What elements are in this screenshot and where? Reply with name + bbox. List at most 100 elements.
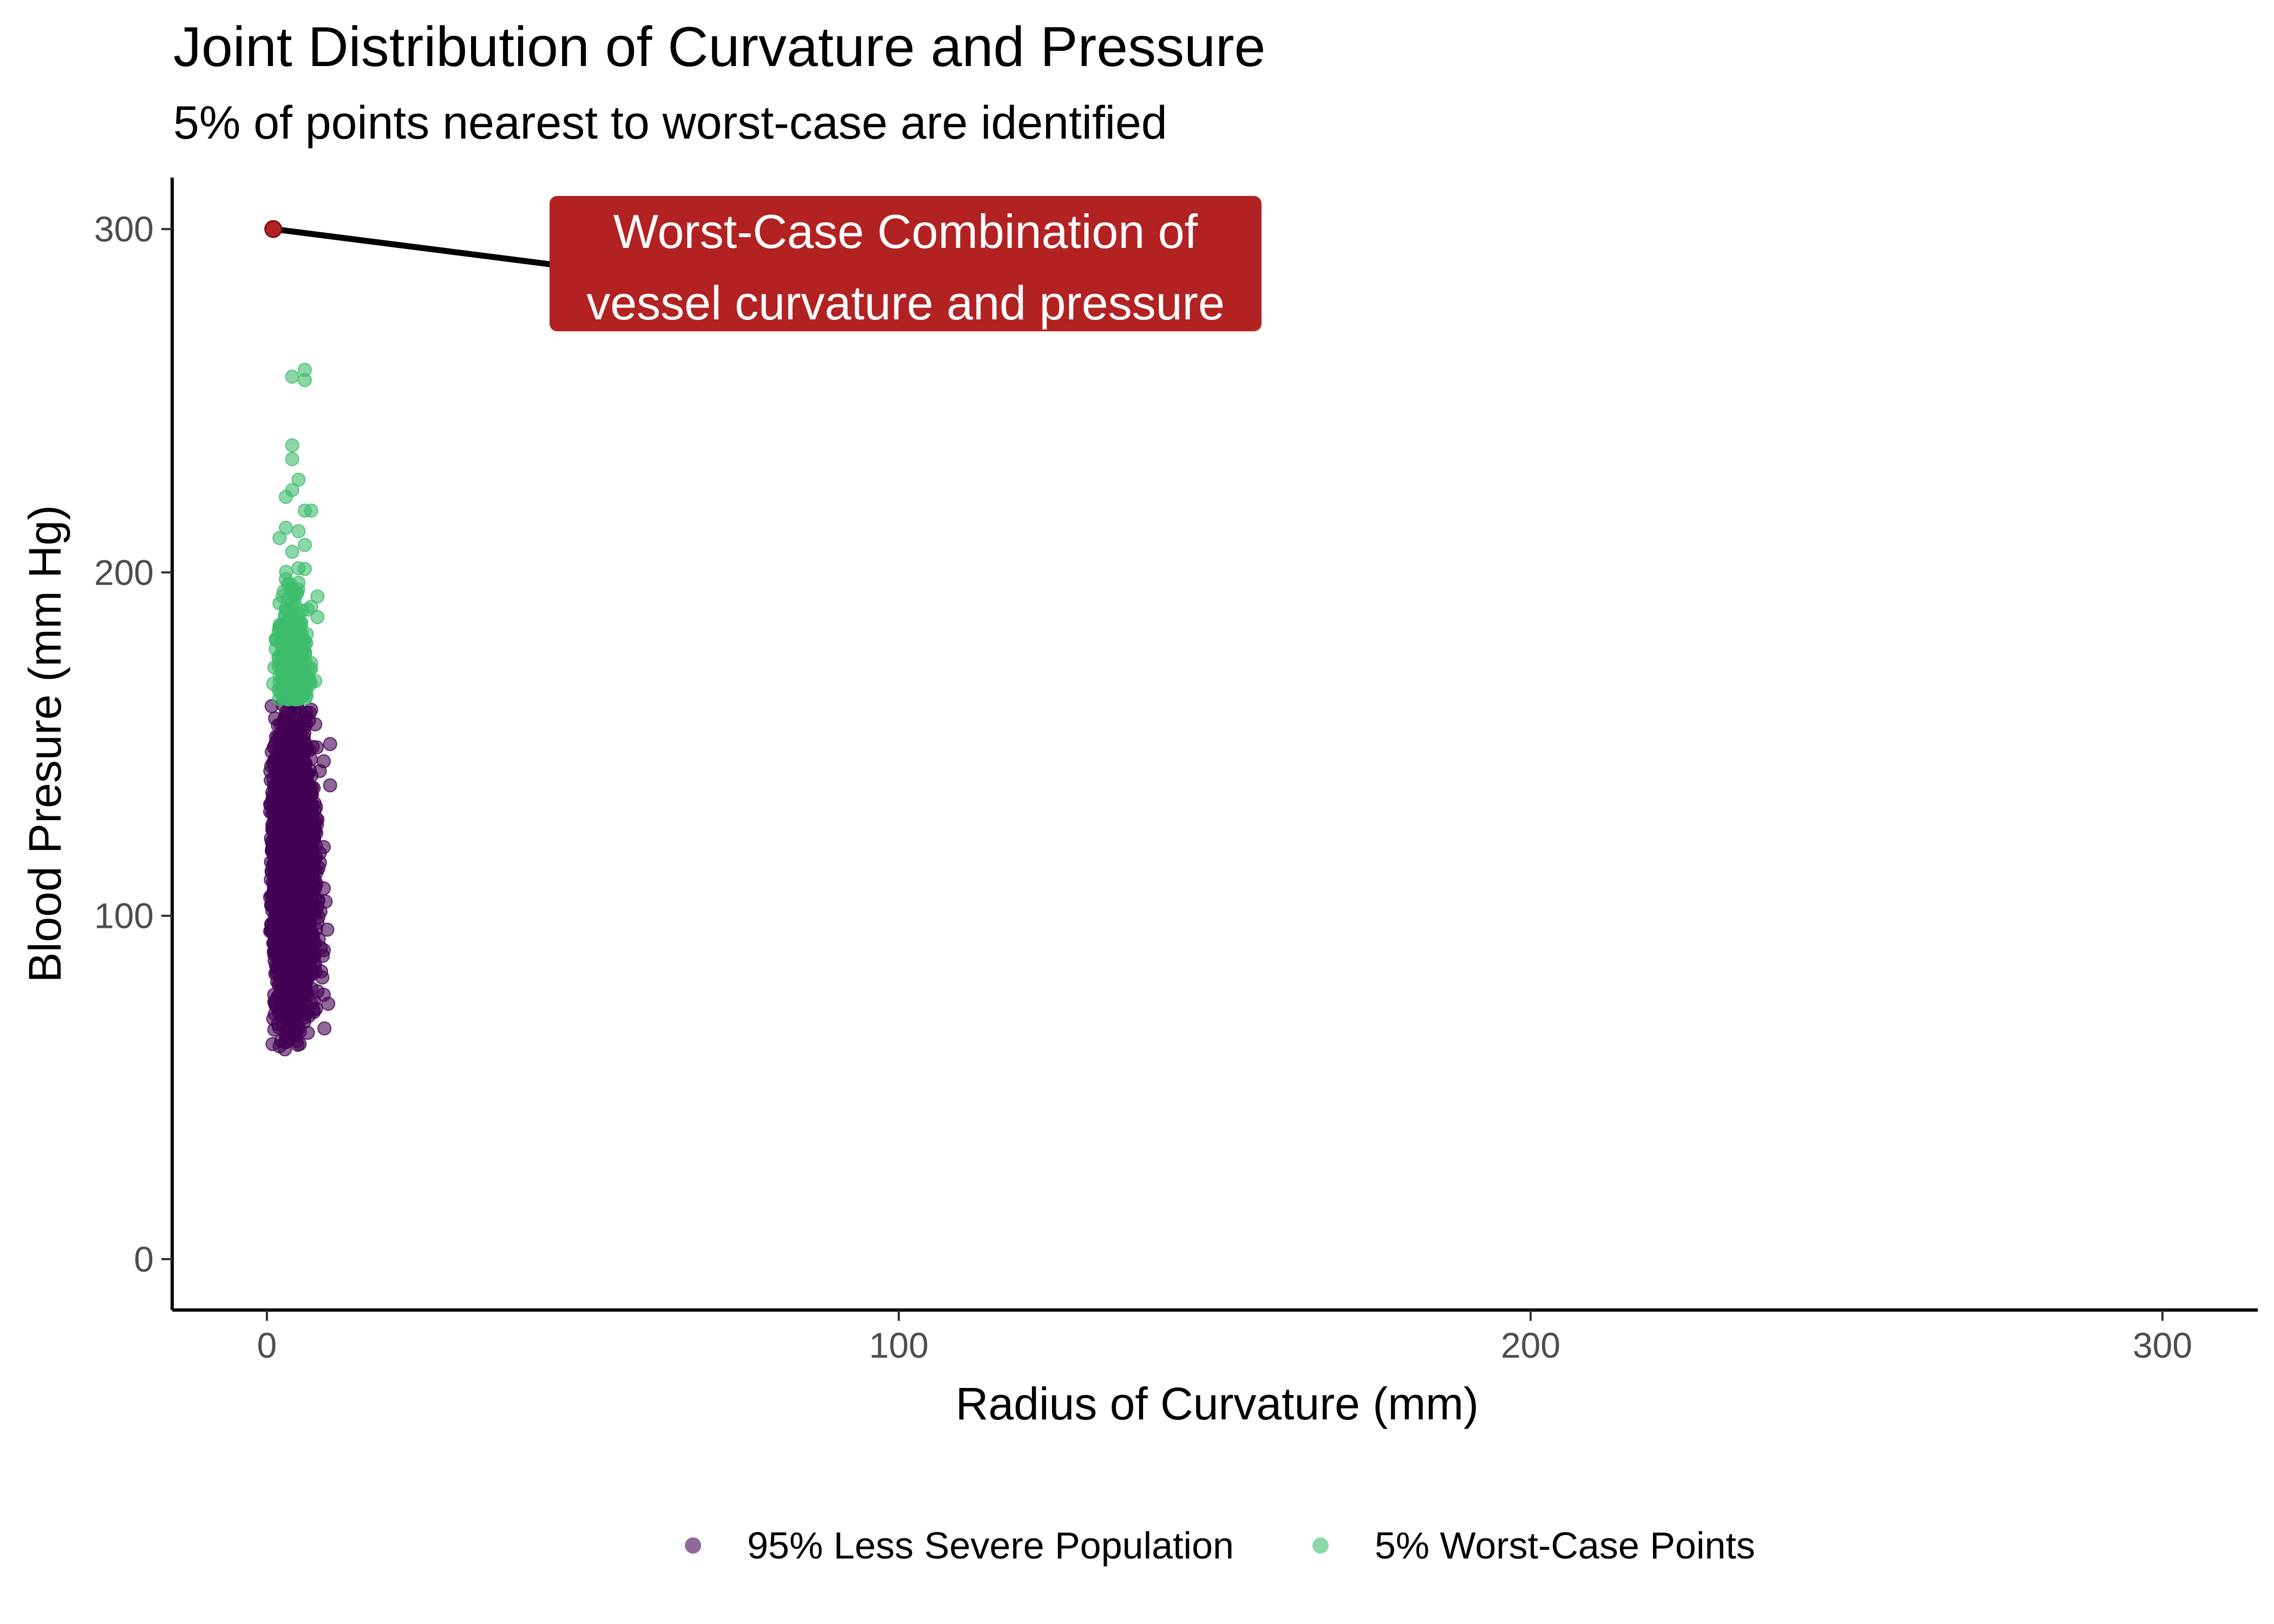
population-point (291, 719, 306, 734)
worst-case-point (298, 538, 312, 552)
worst-case-point (279, 644, 293, 659)
population-point (298, 994, 312, 1009)
population-point (272, 730, 287, 744)
x-tick-label: 100 (869, 1325, 929, 1365)
annotation-layer (264, 220, 553, 267)
population-point (266, 771, 280, 785)
population-point (266, 857, 280, 872)
legend-label-worst-case: 5% Worst-Case Points (1374, 1524, 1755, 1567)
population-point (272, 977, 287, 992)
population-point (317, 754, 331, 769)
chart-subtitle: 5% of points nearest to worst-case are i… (173, 97, 1167, 149)
worst-case-point (310, 589, 325, 604)
worst-case-label-line-1: Worst-Case Combination of (613, 205, 1198, 258)
worst-case-point (285, 438, 299, 453)
worst-case-label: Worst-Case Combination of vessel curvatu… (550, 196, 1262, 331)
worst-case-point (304, 599, 318, 614)
worst-case-point (298, 634, 312, 649)
population-point (295, 941, 310, 956)
population-point (323, 778, 337, 793)
chart-title: Joint Distribution of Curvature and Pres… (173, 16, 1266, 78)
population-point (310, 915, 325, 930)
worst-case-point (279, 489, 293, 504)
population-point (317, 1021, 332, 1036)
population-point (304, 867, 318, 882)
population-point (272, 898, 287, 913)
worst-case-point (285, 582, 299, 597)
population-point (291, 806, 306, 820)
legend-item-population: 95% Less Severe Population (666, 1524, 1234, 1567)
x-tick-label: 300 (2133, 1325, 2192, 1365)
population-point (275, 912, 290, 927)
worst-case-point (298, 373, 312, 388)
x-tick-label: 200 (1501, 1325, 1560, 1365)
population-point (272, 823, 287, 837)
y-tick-label: 0 (134, 1239, 154, 1279)
worst-case-point (291, 606, 306, 621)
population-point (266, 1012, 280, 1026)
y-tick-label: 300 (94, 209, 154, 249)
population-point (300, 773, 314, 788)
population-point (317, 840, 331, 854)
worst-case-label-line-2: vessel curvature and pressure (586, 276, 1225, 330)
worst-case-point (285, 452, 299, 467)
population-point (317, 943, 331, 958)
population-point (305, 850, 319, 865)
population-point (285, 847, 299, 861)
population-point (298, 744, 312, 758)
legend-key-worst-case (1312, 1537, 1329, 1554)
worst-case-point-marker (264, 220, 283, 238)
population-point (279, 795, 293, 810)
worst-case-point (298, 682, 312, 697)
y-tick-label: 200 (94, 552, 154, 592)
population-point (323, 737, 337, 751)
population-point (279, 960, 293, 974)
legend-key-population (685, 1537, 701, 1554)
legend-item-worst-case: 5% Worst-Case Points (1293, 1524, 1755, 1567)
population-point (279, 1029, 293, 1043)
worst-case-point (272, 668, 287, 683)
worst-case-point (285, 627, 299, 641)
axes-layer (171, 178, 2258, 1312)
worst-case-point (310, 610, 325, 624)
population-point (285, 1005, 299, 1019)
population-point (298, 833, 312, 848)
worst-case-point (272, 596, 287, 611)
worst-case-point (279, 689, 293, 703)
population-point (279, 709, 293, 724)
worst-case-point (279, 572, 293, 587)
ticks-layer: 0 100 200 300 0 100 200 300 (94, 209, 2192, 1365)
annotation-connector (270, 226, 553, 267)
population-point (317, 881, 331, 895)
worst-case-point (298, 562, 312, 577)
population-point (291, 1022, 306, 1036)
worst-case-point (291, 651, 306, 665)
y-tick-label: 100 (94, 896, 154, 936)
population-point (280, 944, 295, 959)
worst-case-point (304, 662, 318, 676)
points-layer (263, 363, 337, 1057)
population-point (279, 874, 293, 889)
worst-case-point (272, 620, 287, 634)
population-point (304, 788, 318, 803)
population-point (266, 936, 280, 951)
population-point (291, 892, 306, 906)
x-tick-label: 0 (257, 1325, 277, 1365)
worst-case-point (279, 520, 293, 535)
worst-case-point (285, 369, 299, 384)
population-point (304, 949, 318, 964)
worst-case-point (285, 675, 299, 690)
population-point (272, 1039, 287, 1053)
population-point (285, 761, 299, 775)
worst-case-point (272, 531, 287, 545)
worst-case-point (304, 503, 318, 518)
y-axis-title: Blood Presure (mm Hg) (19, 505, 70, 983)
worst-case-point (291, 524, 306, 539)
population-point (298, 908, 312, 923)
population-point (291, 967, 306, 981)
population-point (310, 984, 325, 999)
legend-label-population: 95% Less Severe Population (747, 1524, 1234, 1567)
population-point (304, 703, 318, 717)
x-axis-title: Radius of Curvature (mm) (956, 1378, 1479, 1429)
